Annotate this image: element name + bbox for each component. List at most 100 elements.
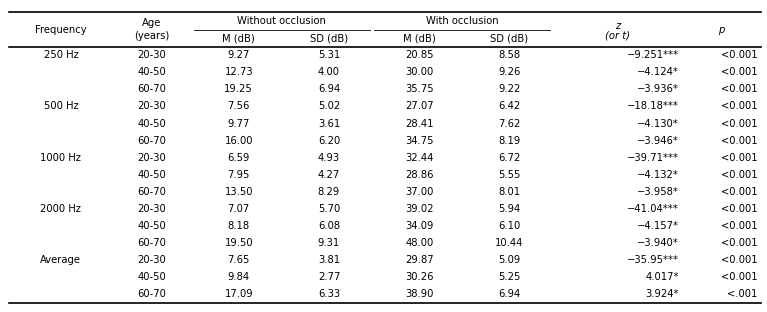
Text: SD (dB): SD (dB) <box>310 33 348 43</box>
Text: <0.001: <0.001 <box>721 187 758 197</box>
Text: <0.001: <0.001 <box>721 255 758 265</box>
Text: −4.132*: −4.132* <box>637 170 679 180</box>
Text: 5.09: 5.09 <box>499 255 521 265</box>
Text: 4.017*: 4.017* <box>646 272 679 282</box>
Text: 7.07: 7.07 <box>228 204 250 214</box>
Text: −3.936*: −3.936* <box>637 85 679 95</box>
Text: 6.08: 6.08 <box>318 221 340 231</box>
Text: <0.001: <0.001 <box>721 221 758 231</box>
Text: 40-50: 40-50 <box>137 221 166 231</box>
Text: 17.09: 17.09 <box>225 289 253 299</box>
Text: Age
(years): Age (years) <box>134 18 170 41</box>
Text: 20.85: 20.85 <box>405 50 433 60</box>
Text: 35.75: 35.75 <box>405 85 433 95</box>
Text: Frequency: Frequency <box>35 25 87 35</box>
Text: 5.02: 5.02 <box>318 101 340 111</box>
Text: −4.157*: −4.157* <box>637 221 679 231</box>
Text: 9.26: 9.26 <box>499 67 521 77</box>
Text: −4.130*: −4.130* <box>637 119 679 129</box>
Text: 5.31: 5.31 <box>318 50 340 60</box>
Text: <0.001: <0.001 <box>721 119 758 129</box>
Text: 32.44: 32.44 <box>405 153 433 163</box>
Text: 3.81: 3.81 <box>318 255 340 265</box>
Text: 6.94: 6.94 <box>499 289 521 299</box>
Text: 34.09: 34.09 <box>405 221 433 231</box>
Text: −3.940*: −3.940* <box>637 238 679 248</box>
Text: <0.001: <0.001 <box>721 85 758 95</box>
Text: 37.00: 37.00 <box>405 187 433 197</box>
Text: 8.18: 8.18 <box>228 221 250 231</box>
Text: (or t): (or t) <box>604 30 630 40</box>
Text: SD (dB): SD (dB) <box>490 33 528 43</box>
Text: 8.29: 8.29 <box>318 187 340 197</box>
Text: 5.70: 5.70 <box>318 204 340 214</box>
Text: 3.61: 3.61 <box>318 119 340 129</box>
Text: Average: Average <box>41 255 81 265</box>
Text: 20-30: 20-30 <box>137 204 166 214</box>
Text: 40-50: 40-50 <box>137 170 166 180</box>
Text: −39.71***: −39.71*** <box>627 153 679 163</box>
Text: 40-50: 40-50 <box>137 119 166 129</box>
Text: 7.62: 7.62 <box>499 119 521 129</box>
Text: 27.07: 27.07 <box>405 101 433 111</box>
Text: 8.19: 8.19 <box>499 136 521 146</box>
Text: 20-30: 20-30 <box>137 153 166 163</box>
Text: 9.22: 9.22 <box>499 85 521 95</box>
Text: 60-70: 60-70 <box>137 187 166 197</box>
Text: 4.93: 4.93 <box>318 153 340 163</box>
Text: 6.59: 6.59 <box>228 153 250 163</box>
Text: −9.251***: −9.251*** <box>627 50 679 60</box>
Text: 60-70: 60-70 <box>137 289 166 299</box>
Text: 39.02: 39.02 <box>405 204 433 214</box>
Text: 9.27: 9.27 <box>228 50 250 60</box>
Text: 19.25: 19.25 <box>225 85 253 95</box>
Text: 20-30: 20-30 <box>137 101 166 111</box>
Text: <0.001: <0.001 <box>721 101 758 111</box>
Text: 6.33: 6.33 <box>318 289 340 299</box>
Text: −3.958*: −3.958* <box>637 187 679 197</box>
Text: 48.00: 48.00 <box>405 238 433 248</box>
Text: 40-50: 40-50 <box>137 272 166 282</box>
Text: <0.001: <0.001 <box>721 153 758 163</box>
Text: 2.77: 2.77 <box>318 272 340 282</box>
Text: With occlusion: With occlusion <box>426 16 499 26</box>
Text: 4.00: 4.00 <box>318 67 340 77</box>
Text: <0.001: <0.001 <box>721 50 758 60</box>
Text: 8.01: 8.01 <box>499 187 521 197</box>
Text: 30.26: 30.26 <box>405 272 433 282</box>
Text: <0.001: <0.001 <box>721 238 758 248</box>
Text: 7.56: 7.56 <box>228 101 250 111</box>
Text: 6.42: 6.42 <box>499 101 521 111</box>
Text: 5.94: 5.94 <box>499 204 521 214</box>
Text: 6.10: 6.10 <box>499 221 521 231</box>
Text: −41.04***: −41.04*** <box>627 204 679 214</box>
Text: 9.31: 9.31 <box>318 238 340 248</box>
Text: <0.001: <0.001 <box>721 204 758 214</box>
Text: 500 Hz: 500 Hz <box>44 101 78 111</box>
Text: Without occlusion: Without occlusion <box>237 16 326 26</box>
Text: 60-70: 60-70 <box>137 238 166 248</box>
Text: 12.73: 12.73 <box>225 67 253 77</box>
Text: 34.75: 34.75 <box>405 136 433 146</box>
Text: <0.001: <0.001 <box>721 170 758 180</box>
Text: 16.00: 16.00 <box>225 136 253 146</box>
Text: 28.41: 28.41 <box>405 119 433 129</box>
Text: 29.87: 29.87 <box>405 255 433 265</box>
Text: 60-70: 60-70 <box>137 85 166 95</box>
Text: 7.65: 7.65 <box>228 255 250 265</box>
Text: 4.27: 4.27 <box>318 170 340 180</box>
Text: z: z <box>614 21 620 31</box>
Text: 40-50: 40-50 <box>137 67 166 77</box>
Text: 2000 Hz: 2000 Hz <box>41 204 81 214</box>
Text: 60-70: 60-70 <box>137 136 166 146</box>
Text: −3.946*: −3.946* <box>637 136 679 146</box>
Text: 6.20: 6.20 <box>318 136 340 146</box>
Text: −18.18***: −18.18*** <box>627 101 679 111</box>
Text: −4.124*: −4.124* <box>637 67 679 77</box>
Text: 38.90: 38.90 <box>405 289 433 299</box>
Text: 1000 Hz: 1000 Hz <box>41 153 81 163</box>
Text: M (dB): M (dB) <box>403 33 436 43</box>
Text: <0.001: <0.001 <box>721 136 758 146</box>
Text: 5.25: 5.25 <box>499 272 521 282</box>
Text: M (dB): M (dB) <box>222 33 255 43</box>
